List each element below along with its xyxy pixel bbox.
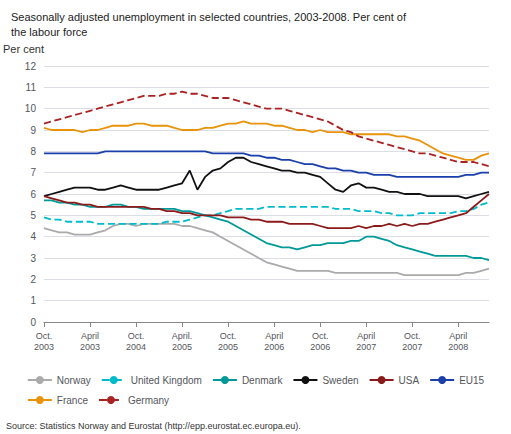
- svg-text:France: France: [57, 395, 89, 406]
- svg-text:7: 7: [30, 167, 36, 178]
- svg-text:April: April: [81, 331, 99, 341]
- svg-text:EU15: EU15: [459, 375, 484, 386]
- svg-text:2003: 2003: [80, 342, 100, 352]
- svg-text:8: 8: [30, 146, 36, 157]
- svg-text:Oct.: Oct.: [128, 331, 145, 341]
- svg-text:3: 3: [30, 253, 36, 264]
- svg-text:4: 4: [30, 231, 36, 242]
- svg-text:2006: 2006: [310, 342, 330, 352]
- svg-text:Oct.: Oct.: [220, 331, 237, 341]
- svg-text:2007: 2007: [356, 342, 376, 352]
- svg-text:April.: April.: [172, 331, 193, 341]
- svg-text:the labour force: the labour force: [11, 26, 87, 38]
- svg-text:United Kingdom: United Kingdom: [131, 375, 202, 386]
- svg-text:USA: USA: [399, 375, 420, 386]
- svg-text:April: April: [357, 331, 375, 341]
- svg-text:Denmark: Denmark: [242, 375, 284, 386]
- svg-text:Source: Statistics Norway and: Source: Statistics Norway and Eurostat (…: [6, 421, 301, 431]
- svg-text:1: 1: [30, 295, 36, 306]
- svg-text:Oct.: Oct.: [404, 331, 421, 341]
- svg-text:6: 6: [30, 189, 36, 200]
- svg-text:Germany: Germany: [128, 395, 169, 406]
- svg-text:2: 2: [30, 274, 36, 285]
- svg-text:2006: 2006: [264, 342, 284, 352]
- svg-text:Oct.: Oct.: [312, 331, 329, 341]
- svg-text:9: 9: [30, 125, 36, 136]
- svg-text:2008: 2008: [448, 342, 468, 352]
- svg-text:2005: 2005: [218, 342, 238, 352]
- svg-text:2005: 2005: [172, 342, 192, 352]
- svg-text:Sweden: Sweden: [322, 375, 358, 386]
- svg-text:2004: 2004: [126, 342, 146, 352]
- svg-text:Seasonally adjusted unemployme: Seasonally adjusted unemployment in sele…: [11, 11, 407, 23]
- svg-text:12: 12: [25, 61, 37, 72]
- svg-text:Per cent: Per cent: [3, 43, 44, 55]
- svg-text:Oct.: Oct.: [36, 331, 53, 341]
- svg-text:10: 10: [25, 103, 37, 114]
- svg-text:2007: 2007: [402, 342, 422, 352]
- svg-text:11: 11: [26, 82, 37, 93]
- svg-text:0: 0: [30, 317, 36, 328]
- svg-text:5: 5: [30, 210, 36, 221]
- svg-text:April: April: [449, 331, 467, 341]
- svg-text:2003: 2003: [34, 342, 54, 352]
- svg-text:April: April: [265, 331, 283, 341]
- svg-text:Norway: Norway: [57, 375, 91, 386]
